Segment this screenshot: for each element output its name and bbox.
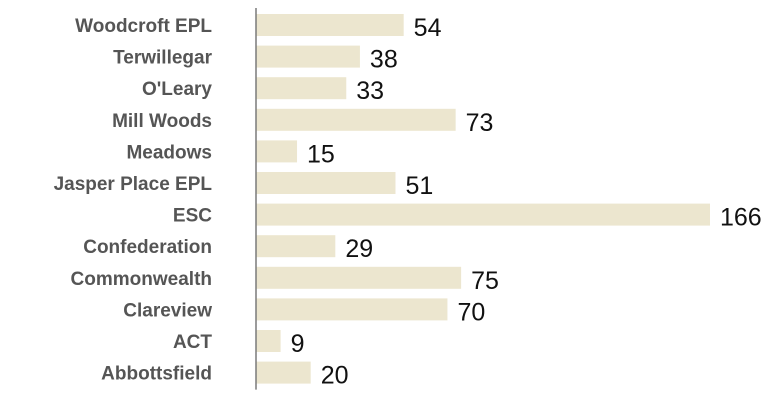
- bar: [256, 77, 347, 100]
- bar: [256, 266, 462, 289]
- category-label: Abbottsfield: [101, 364, 212, 385]
- bars-group: [256, 14, 710, 384]
- category-label: O'Leary: [142, 79, 212, 100]
- value-label: 75: [471, 267, 499, 295]
- value-label: 29: [345, 235, 373, 263]
- value-label: 166: [720, 204, 762, 232]
- value-labels-group: 54 38 33 73 15 51 166 29 75 70 9 20: [291, 14, 762, 390]
- bar: [256, 172, 396, 194]
- category-label: Meadows: [126, 142, 212, 163]
- value-label: 33: [356, 77, 384, 105]
- category-label: Woodcroft EPL: [75, 16, 212, 37]
- bar: [256, 361, 311, 384]
- value-label: 9: [291, 330, 305, 358]
- category-label: ESC: [173, 206, 212, 227]
- value-label: 73: [466, 109, 494, 137]
- bar: [256, 14, 404, 36]
- value-label: 51: [405, 172, 433, 200]
- bar: [256, 235, 336, 258]
- category-label: Clareview: [123, 300, 212, 321]
- value-label: 20: [321, 362, 349, 390]
- category-label: Terwillegar: [113, 48, 213, 69]
- bar: [256, 330, 281, 352]
- value-label: 54: [414, 14, 442, 42]
- value-label: 15: [307, 140, 335, 168]
- bar: [256, 108, 456, 131]
- bar: [256, 203, 710, 226]
- category-label: Confederation: [83, 237, 212, 258]
- value-label: 38: [370, 46, 398, 74]
- bar: [256, 45, 360, 68]
- value-label: 70: [457, 298, 485, 326]
- category-label: Mill Woods: [112, 111, 212, 132]
- category-labels-group: Woodcroft EPL Terwillegar O'Leary Mill Wood…: [54, 16, 213, 385]
- category-label: Commonwealth: [71, 269, 212, 290]
- category-label: ACT: [173, 332, 212, 353]
- bar: [256, 140, 298, 163]
- bar: [256, 298, 448, 321]
- category-label: Jasper Place EPL: [54, 174, 213, 195]
